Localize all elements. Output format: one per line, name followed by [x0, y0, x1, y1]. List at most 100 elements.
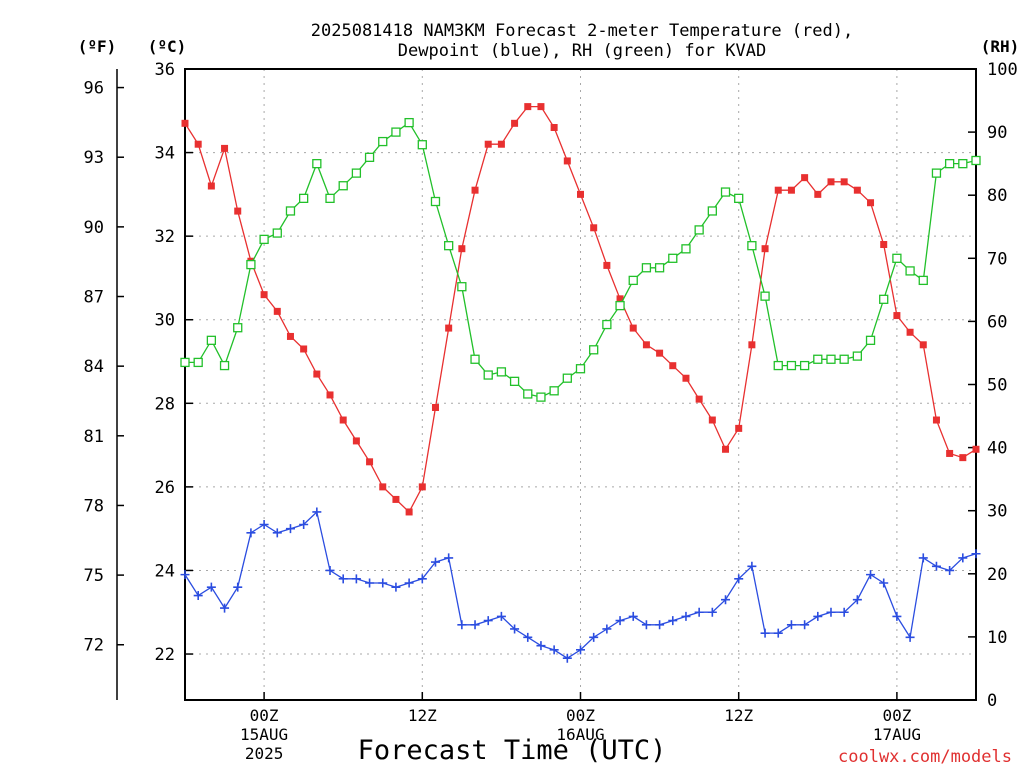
temperature-point	[972, 445, 980, 453]
temperature-point	[221, 144, 229, 152]
rh-point	[668, 253, 678, 263]
dewpoint-point	[259, 519, 269, 529]
rh-point	[628, 275, 638, 286]
dewpoint-point	[826, 607, 836, 617]
fahrenheit-tick-label: 93	[84, 148, 104, 168]
rh-series	[180, 117, 981, 402]
temperature-point	[207, 182, 215, 190]
rh-point	[773, 360, 783, 371]
temperature-point	[880, 241, 888, 249]
dewpoint-point	[285, 524, 295, 534]
rh-point	[641, 263, 652, 273]
rh-point	[839, 354, 849, 364]
temperature-point	[682, 374, 690, 382]
temperature-point	[932, 416, 940, 424]
temperature-point	[946, 449, 954, 457]
credit-text: coolwx.com/models	[838, 747, 1012, 767]
dewpoint-point	[404, 578, 414, 588]
temperature-point	[392, 495, 400, 503]
x-axis-title: Forecast Time (UTC)	[358, 735, 667, 766]
fahrenheit-tick-label: 87	[84, 288, 104, 308]
rh-point	[444, 241, 454, 251]
temperature-point	[590, 224, 598, 232]
temperature-point	[418, 483, 426, 491]
rh-point	[536, 392, 546, 402]
temperature-point	[273, 307, 281, 315]
temperature-point	[642, 341, 650, 349]
rh-tick-label: 70	[987, 249, 1007, 269]
date-tick-label: 17AUG	[873, 725, 921, 744]
rh-point	[325, 193, 335, 204]
fahrenheit-tick-label: 84	[84, 357, 104, 377]
dewpoint-point	[220, 603, 230, 613]
dewpoint-point	[918, 553, 928, 563]
rh-point	[760, 291, 770, 301]
dewpoint-point	[206, 582, 216, 592]
temperature-point	[959, 454, 967, 462]
temperature-point	[511, 119, 519, 127]
rh-tick-label: 90	[987, 123, 1007, 143]
celsius-tick-label: 32	[155, 227, 175, 247]
rh-point	[338, 181, 348, 191]
dewpoint-point	[694, 607, 704, 617]
dewpoint-point	[786, 620, 796, 630]
dewpoint-point	[378, 578, 388, 588]
rh-point	[786, 360, 797, 371]
rh-point	[180, 357, 190, 368]
dewpoint-point	[800, 620, 810, 630]
dewpoint-point	[576, 645, 585, 655]
temperature-point	[497, 140, 505, 148]
dewpoint-point	[760, 628, 770, 638]
temperature-point	[352, 437, 360, 445]
temperature-series	[181, 103, 980, 516]
rh-point	[720, 187, 731, 197]
temperature-point	[471, 186, 479, 194]
temperature-point	[616, 295, 624, 303]
time-tick-label: 00Z	[250, 706, 279, 725]
temperature-point	[260, 291, 268, 299]
time-tick-label: 12Z	[724, 706, 753, 725]
dewpoint-point	[549, 645, 559, 655]
dewpoint-point	[272, 528, 282, 538]
dewpoint-point	[496, 611, 506, 621]
rh-point	[707, 206, 717, 216]
fahrenheit-tick-label: 78	[84, 496, 104, 516]
temperature-point	[774, 186, 782, 194]
fahrenheit-tick-label: 72	[84, 636, 104, 656]
chart-title-line1: 2025081418 NAM3KM Forecast 2-meter Tempe…	[311, 21, 853, 41]
fahrenheit-tick-label: 75	[84, 566, 104, 586]
rh-point	[879, 294, 889, 304]
rh-unit-label: (RH)	[981, 37, 1020, 56]
dewpoint-point	[444, 553, 454, 563]
temperature-point	[656, 349, 664, 357]
rh-tick-label: 10	[987, 628, 1007, 648]
rh-point	[391, 127, 401, 137]
dewpoint-point	[391, 582, 401, 592]
rh-point	[233, 323, 243, 333]
dewpoint-series	[180, 507, 981, 663]
rh-point	[852, 351, 862, 361]
rh-point	[549, 386, 559, 396]
rh-point	[615, 300, 625, 311]
temperature-point	[484, 140, 492, 148]
time-tick-label: 00Z	[566, 706, 595, 725]
temperature-point	[761, 245, 769, 253]
dewpoint-point	[655, 620, 665, 630]
rh-point	[219, 360, 230, 371]
rh-point	[272, 228, 282, 238]
temperature-point	[840, 178, 848, 186]
dewpoint-point	[233, 582, 243, 592]
dewpoint-point	[483, 616, 493, 626]
rh-point	[378, 136, 388, 147]
fahrenheit-tick-label: 90	[84, 218, 104, 238]
time-tick-label: 12Z	[408, 706, 437, 725]
rh-point	[470, 354, 480, 364]
dewpoint-point	[866, 570, 876, 580]
rh-tick-label: 40	[987, 439, 1007, 459]
temperature-point	[603, 261, 611, 269]
dewpoint-point	[246, 528, 256, 538]
rh-point	[681, 244, 691, 254]
dewpoint-point	[668, 616, 678, 626]
rh-point	[496, 367, 507, 377]
temperature-point	[867, 199, 875, 207]
